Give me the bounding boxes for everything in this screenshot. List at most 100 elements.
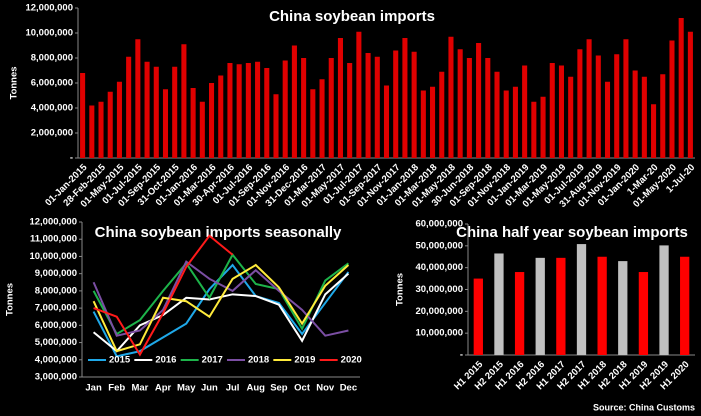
bar [162, 89, 169, 158]
bar [393, 50, 399, 158]
y-tick-label: 4,000,000 [35, 354, 77, 365]
y-tick-label: 10,000,000 [25, 28, 73, 39]
bar [301, 58, 307, 158]
bar [494, 71, 500, 158]
y-tick-label: 20,000,000 [415, 306, 463, 317]
y-tick-label: 40,000,000 [415, 262, 463, 273]
bar [365, 53, 371, 158]
bar [457, 49, 463, 158]
bar [199, 101, 205, 158]
x-tick-label: Jan [85, 383, 102, 394]
bar [383, 85, 390, 158]
bar [549, 63, 555, 158]
x-tick-label: Jul [226, 383, 240, 394]
y-tick-label: - [70, 153, 73, 164]
x-tick-label: Oct [294, 383, 311, 394]
bar [291, 45, 297, 158]
x-tick-label: Apr [155, 383, 172, 394]
bar [227, 63, 233, 158]
y-tick-label: 50,000,000 [415, 240, 463, 251]
bar [190, 88, 196, 158]
bar [577, 49, 583, 158]
chart-title: China soybean imports [269, 8, 435, 25]
bar [614, 54, 620, 158]
y-tick-label: 6,000,000 [31, 78, 73, 89]
y-tick-label: 4,000,000 [31, 103, 73, 114]
chart-title: China half year soybean imports [456, 224, 688, 241]
bar [126, 56, 132, 158]
legend-label: 2016 [155, 355, 176, 366]
legend-label: 2020 [341, 355, 362, 366]
bar [264, 68, 270, 158]
bar [310, 89, 316, 158]
bar [282, 60, 288, 158]
y-axis-label: Tonnes [5, 283, 16, 316]
bar [641, 76, 647, 158]
bar [319, 79, 325, 158]
bar [597, 256, 607, 355]
bar [660, 74, 666, 158]
bar [476, 43, 482, 158]
y-tick-label: 10,000,000 [415, 328, 463, 339]
legend-label: 2015 [109, 355, 131, 366]
bar [347, 63, 353, 158]
bar [218, 75, 224, 158]
bar [485, 58, 491, 158]
x-tick-label: Dec [340, 383, 357, 394]
bar [402, 38, 408, 158]
bar [494, 253, 504, 355]
legend-label: 2019 [294, 355, 315, 366]
bar [411, 51, 417, 158]
bar [623, 39, 629, 158]
bar [680, 256, 690, 355]
bar [356, 31, 362, 158]
bar [618, 261, 628, 355]
bar [678, 18, 684, 158]
bar [687, 31, 693, 158]
bar [632, 70, 638, 158]
source-note: Source: China Customs [593, 402, 695, 412]
bar [540, 96, 546, 158]
bar [503, 90, 509, 158]
x-tick-label: Jun [201, 383, 218, 394]
bar [80, 73, 86, 158]
bar [651, 104, 657, 158]
legend-label: 2017 [202, 355, 223, 366]
chart-title: China soybean imports seasonally [95, 224, 342, 241]
bar [439, 71, 445, 158]
x-tick-label: Mar [131, 383, 148, 394]
bar [374, 56, 380, 158]
y-tick-label: 11,000,000 [30, 234, 77, 245]
bar [531, 101, 537, 158]
x-tick-label: May [177, 383, 196, 394]
bar [514, 272, 525, 355]
bar [116, 81, 122, 158]
bar [512, 86, 518, 158]
y-tick-label: 6,000,000 [35, 320, 77, 331]
bar [466, 58, 472, 158]
bar [576, 244, 587, 355]
bar [153, 66, 159, 158]
bar [522, 65, 528, 158]
bar [135, 39, 141, 158]
y-tick-label: 12,000,000 [29, 217, 77, 228]
y-tick-label: 2,000,000 [31, 128, 73, 139]
y-tick-label: 8,000,000 [35, 285, 77, 296]
bar [208, 83, 215, 158]
bar [144, 61, 150, 158]
y-tick-label: 8,000,000 [31, 53, 73, 64]
y-axis-label: Tonnes [395, 273, 406, 306]
bar [669, 40, 675, 158]
x-tick-label: Nov [316, 383, 335, 394]
bar [337, 38, 343, 158]
bar [245, 63, 251, 158]
x-tick-label: Feb [108, 383, 125, 394]
bar [172, 66, 178, 158]
bar [420, 90, 426, 158]
bar [473, 278, 483, 355]
bar [535, 257, 545, 355]
bar [558, 65, 565, 158]
series-line [92, 260, 349, 337]
y-tick-label: 30,000,000 [415, 284, 463, 295]
